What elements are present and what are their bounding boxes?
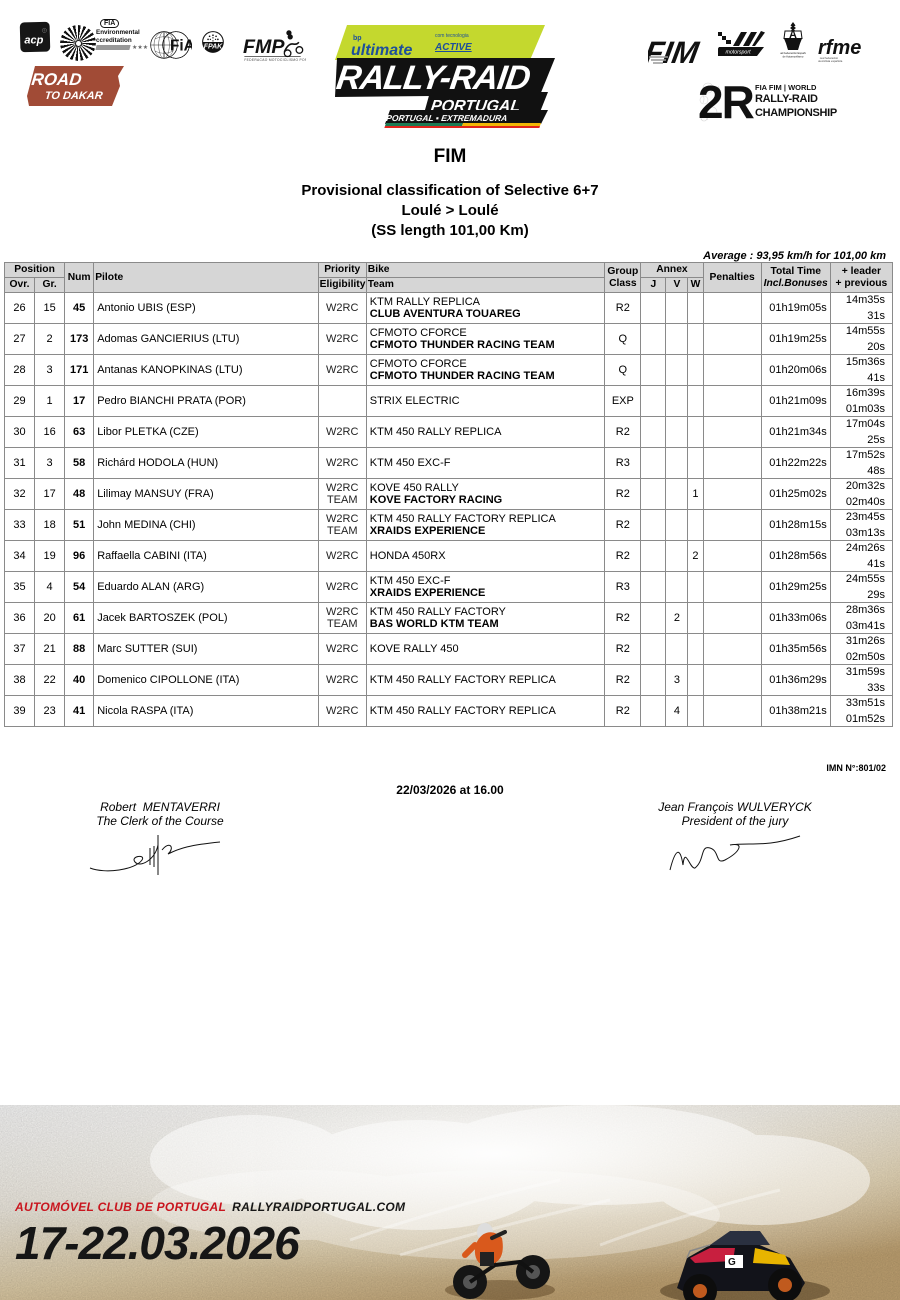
svg-text:FPAK: FPAK <box>204 44 223 51</box>
svg-text:2R: 2R <box>698 78 755 126</box>
svg-text:G: G <box>728 1257 736 1268</box>
svg-text:ultimate: ultimate <box>351 42 412 59</box>
svg-text:®: ® <box>43 29 45 33</box>
svg-text:Real Federación Española: Real Federación Española <box>780 51 806 55</box>
svg-text:A: A <box>789 29 797 41</box>
svg-text:PORTUGAL ▪ EXTREMADURA: PORTUGAL ▪ EXTREMADURA <box>386 113 508 123</box>
svg-text:bp: bp <box>353 35 362 42</box>
svg-text:motociclista española: motociclista española <box>818 59 843 63</box>
svg-text:FiA: FiA <box>170 37 192 54</box>
svg-text:ROAD: ROAD <box>31 70 83 89</box>
svg-text:ACTIVE: ACTIVE <box>434 42 472 53</box>
svg-text:TO DAKAR: TO DAKAR <box>44 90 103 102</box>
svg-text:FEDERACAO MOTOCICLISMO PORTUGA: FEDERACAO MOTOCICLISMO PORTUGAL <box>244 58 306 62</box>
svg-text:FIM: FIM <box>648 35 702 69</box>
svg-text:FIA FIM | WORLD: FIA FIM | WORLD <box>755 83 817 92</box>
svg-text:de Automovilismo: de Automovilismo <box>783 55 804 59</box>
svg-text:motorsport: motorsport <box>725 50 751 56</box>
svg-text:RALLY-RAID: RALLY-RAID <box>755 93 818 105</box>
svg-text:com tecnologia: com tecnologia <box>435 33 469 39</box>
svg-text:RALLY-RAID: RALLY-RAID <box>335 59 532 97</box>
svg-text:FMP: FMP <box>243 36 285 58</box>
svg-text:acp: acp <box>24 35 43 47</box>
svg-text:CHAMPIONSHIP: CHAMPIONSHIP <box>755 107 837 119</box>
